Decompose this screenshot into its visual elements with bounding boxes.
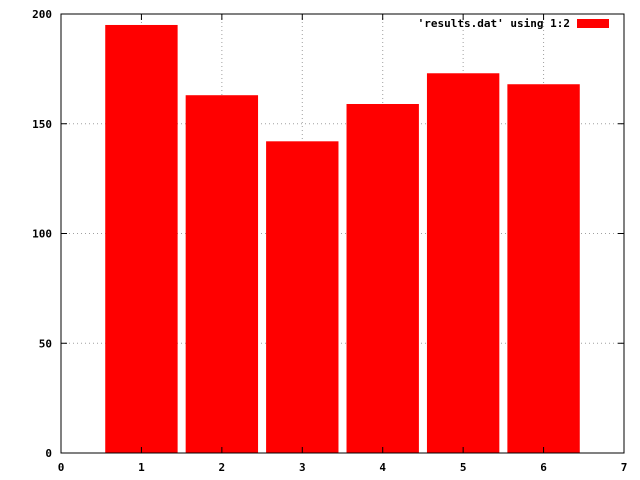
legend-label: 'results.dat' using 1:2 xyxy=(418,17,570,30)
bar-3 xyxy=(266,141,339,453)
bar-1 xyxy=(105,24,178,453)
x-tick-label-3: 3 xyxy=(299,461,306,474)
x-tick-label-5: 5 xyxy=(460,461,467,474)
x-tick-label-2: 2 xyxy=(219,461,226,474)
y-tick-label-150: 150 xyxy=(32,118,52,131)
y-tick-label-200: 200 xyxy=(32,8,52,21)
plot-frame xyxy=(60,13,625,454)
bar-4 xyxy=(346,103,419,454)
legend-swatch xyxy=(577,19,609,28)
bar-6 xyxy=(507,84,580,454)
x-tick-label-0: 0 xyxy=(58,461,65,474)
y-tick-label-100: 100 xyxy=(32,228,52,241)
y-tick-label-0: 0 xyxy=(45,447,52,460)
legend: 'results.dat' using 1:2 xyxy=(418,17,609,30)
x-tick-label-6: 6 xyxy=(540,461,547,474)
bar-5 xyxy=(426,73,500,453)
x-tick-label-1: 1 xyxy=(138,461,145,474)
axis-ticks: 0 50 100 150 200 0 1 2 3 4 5 6 7 xyxy=(32,8,627,474)
x-tick-label-4: 4 xyxy=(379,461,386,474)
bars xyxy=(105,24,580,454)
x-tick-label-7: 7 xyxy=(621,461,628,474)
y-tick-label-50: 50 xyxy=(39,337,52,350)
bar-2 xyxy=(185,95,259,453)
